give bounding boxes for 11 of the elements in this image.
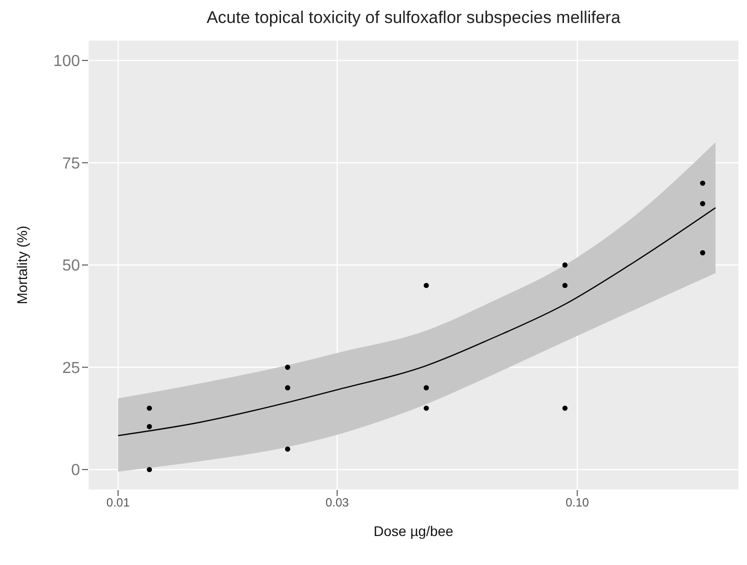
chart-title: Acute topical toxicity of sulfoxaflor subspecies mellifera (206, 8, 622, 29)
y-axis-title: Mortality (%) (14, 226, 30, 304)
x-axis-title: Dose µg/bee (374, 523, 454, 539)
x-tick-label: 0.10 (566, 496, 590, 510)
y-tick-label: 0 (71, 462, 80, 480)
x-tick-label: 0.03 (325, 496, 350, 510)
y-tick-label: 25 (62, 360, 80, 377)
y-tick-label: 50 (62, 258, 80, 275)
x-tick-label: 0.01 (106, 496, 130, 510)
y-tick-label: 75 (62, 155, 80, 172)
y-tick-label: 100 (53, 53, 80, 70)
